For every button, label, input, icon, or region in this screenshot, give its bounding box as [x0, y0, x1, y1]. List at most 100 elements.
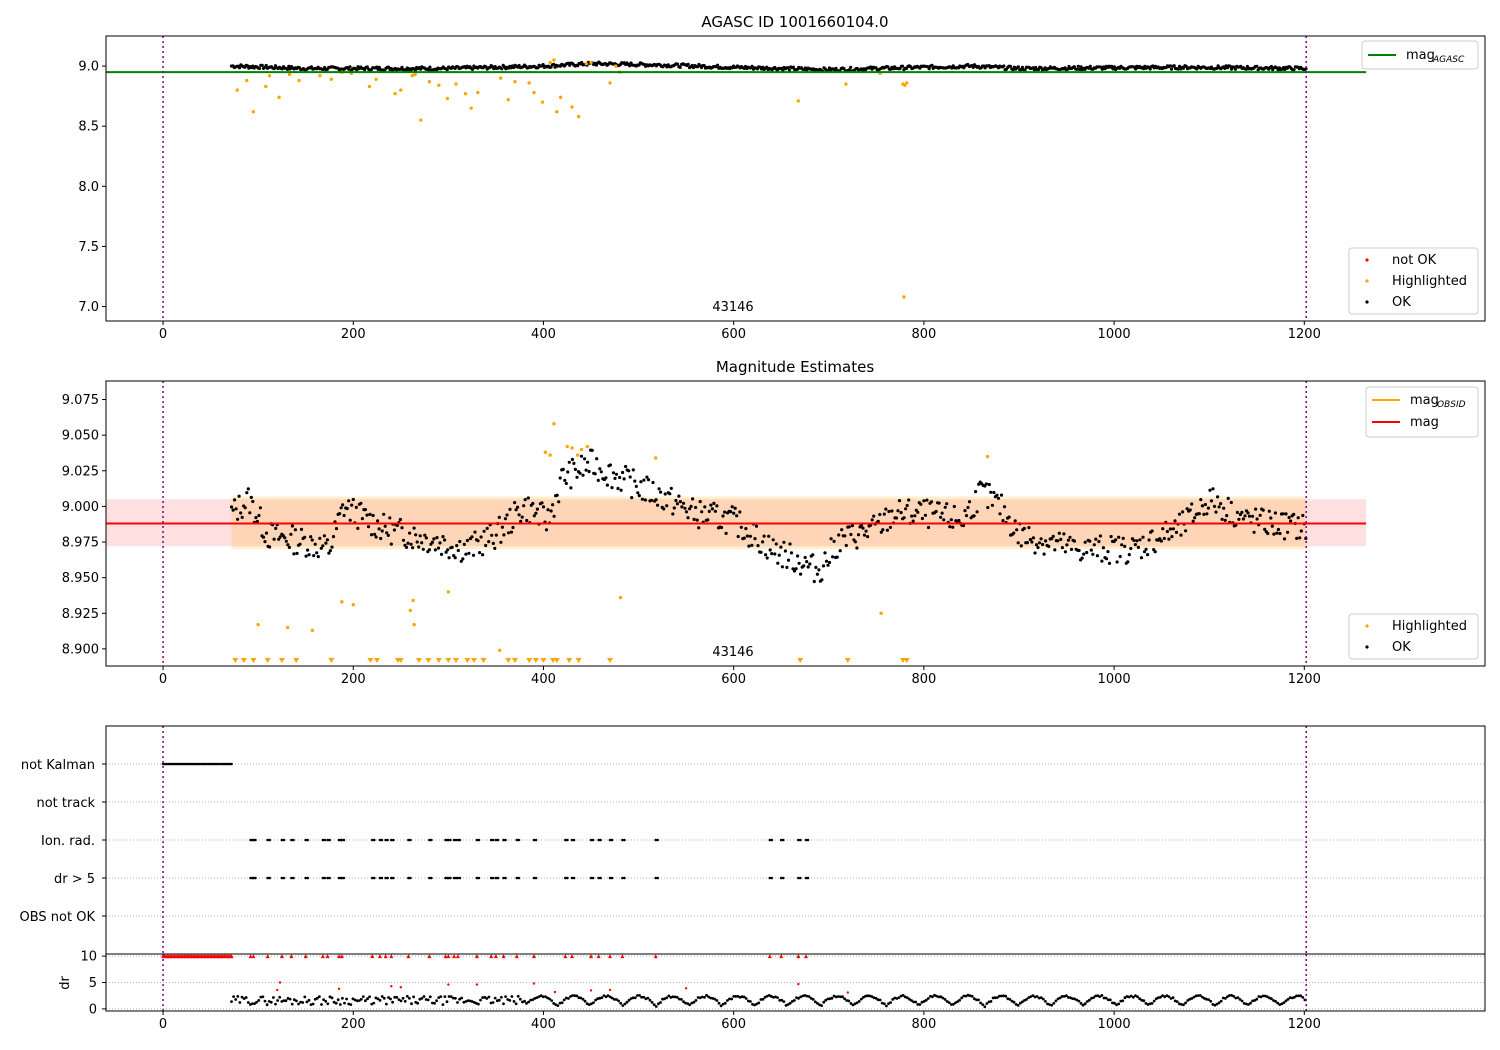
ok-point — [1060, 546, 1064, 550]
dr-gt-5-point — [392, 876, 395, 880]
dr-gt-5-point — [589, 876, 593, 880]
dr-ok-point — [284, 999, 288, 1003]
ok-point — [879, 530, 883, 534]
dr-ok-point — [527, 1000, 530, 1004]
dr-ok-point — [966, 993, 970, 997]
dr-ok-point — [544, 995, 547, 998]
ok-point — [461, 557, 465, 561]
dr-ok-point — [516, 994, 520, 998]
ok-point — [1012, 531, 1016, 535]
ok-point — [482, 529, 486, 533]
ok-point — [421, 547, 425, 551]
ok-point — [826, 563, 830, 567]
dr-ok-point — [721, 1002, 725, 1006]
ok-point — [665, 504, 669, 508]
highlighted-point — [251, 110, 256, 114]
ok-point — [561, 467, 565, 471]
ion-rad-point — [447, 838, 450, 842]
dr-ok-point — [1081, 1003, 1085, 1007]
dr-ok-point — [1270, 997, 1273, 1001]
ion-rad-point — [610, 838, 614, 842]
dr-ok-point — [405, 994, 409, 998]
dr-ok-point — [1129, 994, 1133, 998]
dr-ok-point — [1297, 994, 1300, 998]
dr-ok-point — [433, 1001, 436, 1005]
ok-point — [1252, 530, 1256, 534]
ok-point — [1089, 548, 1093, 552]
ok-point — [522, 504, 526, 508]
ok-point — [951, 525, 955, 529]
ion-rad-point — [779, 838, 783, 842]
ok-point — [677, 494, 681, 498]
dr-ok-point — [749, 1000, 752, 1003]
dr-ok-point — [882, 1002, 886, 1006]
dr-ok-point — [485, 997, 489, 1000]
dr-not-ok-point — [278, 981, 282, 984]
y-tick-label: 8.5 — [78, 120, 99, 135]
ok-point — [1076, 64, 1080, 68]
dr-ok-point — [1259, 995, 1263, 999]
ok-point — [984, 482, 988, 486]
dr-ok-point — [345, 997, 348, 1001]
highlighted-limit-marker — [899, 658, 906, 663]
dr-ok-point — [734, 995, 738, 998]
ok-point — [470, 67, 475, 71]
ok-point — [902, 516, 906, 520]
ok-point — [975, 510, 979, 514]
dr-ok-point — [313, 997, 317, 1001]
dr-ok-point — [257, 999, 261, 1002]
dr-ok-point — [751, 1002, 754, 1006]
dr-ok-point — [753, 1003, 756, 1007]
dr-gt-5-point — [797, 876, 800, 880]
dr-ok-point — [445, 1000, 449, 1004]
not-kalman-point — [205, 762, 209, 766]
dr-ok-point — [1194, 994, 1198, 998]
highlighted-point — [399, 88, 403, 92]
ok-point — [470, 535, 474, 539]
dr-ok-point — [292, 998, 296, 1002]
dr-ok-point — [659, 1001, 662, 1004]
dr-gt-5-point — [449, 876, 452, 880]
flag-row-label: not Kalman — [21, 758, 95, 773]
dr-not-ok-marker — [531, 954, 536, 959]
dr-gt-5-point — [566, 876, 569, 880]
ok-point — [446, 548, 450, 552]
dr-ok-point — [918, 1003, 922, 1006]
ok-point — [1287, 515, 1291, 520]
dr-ok-point — [230, 1000, 233, 1003]
dr-ok-point — [1021, 1000, 1024, 1004]
ok-point — [1188, 508, 1192, 512]
ok-point — [999, 493, 1004, 497]
dr-ok-point — [736, 994, 740, 998]
dr-gt-5-point — [799, 876, 802, 880]
ok-point — [359, 501, 363, 505]
ok-point — [260, 63, 264, 67]
ion-rad-point — [452, 838, 456, 842]
ok-point — [264, 63, 268, 68]
dr-ok-point — [746, 999, 750, 1003]
ok-point — [485, 526, 489, 531]
dr-ok-point — [857, 1000, 861, 1003]
not-kalman-point — [178, 762, 182, 766]
ok-point — [1223, 518, 1227, 523]
ok-point — [331, 535, 336, 539]
highlighted-limit-marker — [797, 658, 804, 663]
ok-point — [450, 545, 454, 549]
ok-point — [464, 552, 468, 556]
ok-point — [278, 535, 282, 539]
dr-ok-point — [297, 1002, 300, 1006]
dr-gt-5-point — [444, 876, 447, 880]
ion-rad-point — [326, 838, 329, 842]
dr-ok-point — [1299, 994, 1303, 998]
dr-ok-point — [399, 999, 403, 1003]
dr-ok-point — [474, 1001, 478, 1005]
dr-ok-point — [1257, 995, 1261, 998]
ok-point — [1144, 547, 1148, 551]
x-tick-label: 600 — [721, 672, 746, 687]
highlighted-point — [584, 61, 588, 66]
dr-ok-point — [385, 1002, 388, 1006]
dr-ok-point — [839, 995, 842, 999]
legend-ok-2: OK — [1392, 640, 1411, 655]
dr-ok-point — [1035, 995, 1039, 998]
